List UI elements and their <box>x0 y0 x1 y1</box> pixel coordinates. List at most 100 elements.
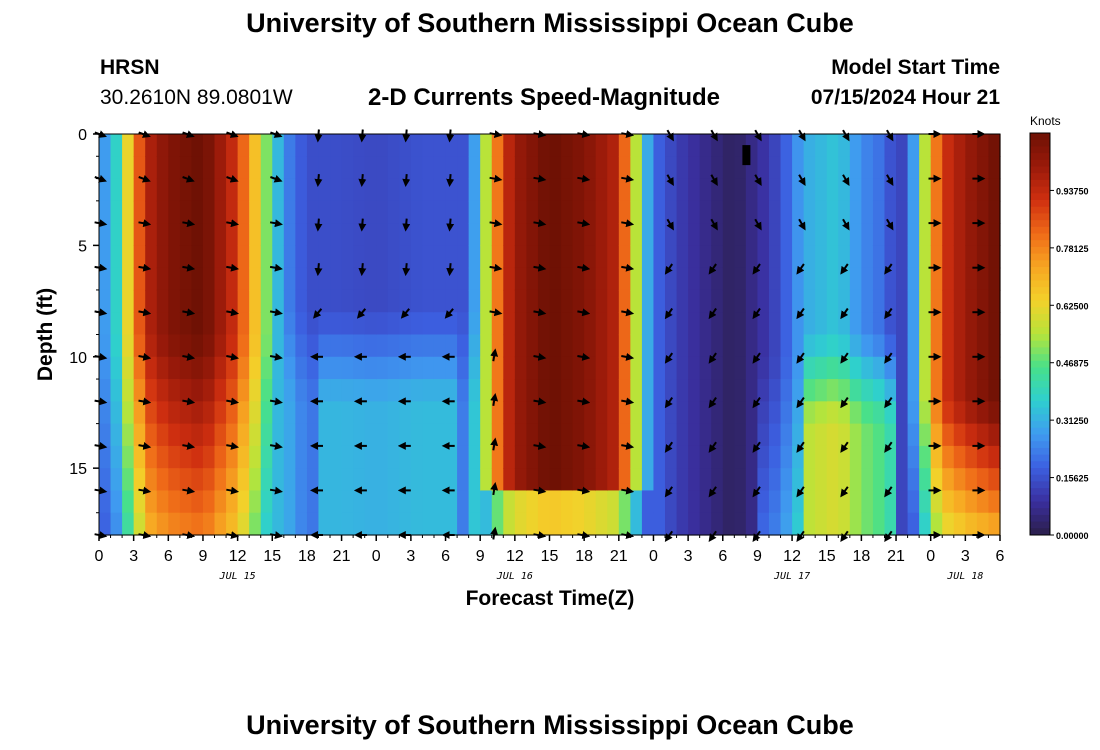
heatmap-cell <box>133 245 146 269</box>
heatmap-cell <box>202 490 216 514</box>
heatmap-cell <box>849 379 862 402</box>
heatmap-cell <box>861 200 874 224</box>
heatmap-cell <box>988 134 1001 157</box>
heatmap-cell <box>433 512 447 536</box>
heatmap-cell <box>480 445 493 469</box>
heatmap-cell <box>976 334 990 358</box>
current-vector-arrow <box>884 441 893 453</box>
heatmap-cell <box>688 156 701 180</box>
heatmap-cell <box>283 289 296 313</box>
heatmap-cell <box>99 334 112 358</box>
heatmap-cell <box>618 445 631 469</box>
heatmap-cell <box>341 200 354 224</box>
heatmap-cell <box>595 490 608 514</box>
heatmap-cell <box>191 334 204 358</box>
heatmap-cell <box>306 401 320 425</box>
heatmap-cell <box>283 312 296 336</box>
heatmap-cell <box>595 356 608 380</box>
heatmap-cell <box>295 334 308 358</box>
heatmap-cell <box>249 468 262 492</box>
colorbar-band <box>1030 501 1050 509</box>
heatmap-cell <box>711 267 724 291</box>
y-tick-label: 5 <box>78 238 87 255</box>
current-vector-arrow <box>796 307 805 320</box>
colorbar-band <box>1030 320 1050 328</box>
heatmap-cell <box>179 245 193 269</box>
heatmap-cell <box>688 289 701 313</box>
heatmap-cell <box>110 490 123 514</box>
heatmap-cell <box>480 156 493 180</box>
heatmap-cell <box>722 134 735 157</box>
heatmap-cell <box>849 423 862 447</box>
heatmap-cell <box>168 356 181 380</box>
colorbar-band <box>1030 280 1050 288</box>
heatmap-cell <box>237 156 250 180</box>
current-vector-arrow <box>621 486 635 495</box>
heatmap-cell <box>734 289 747 313</box>
heatmap-cell <box>249 267 262 291</box>
heatmap-cell <box>815 334 828 358</box>
heatmap-cell <box>133 223 146 246</box>
current-vector-arrow <box>708 263 717 275</box>
heatmap-cell <box>503 267 516 291</box>
heatmap-cell <box>965 289 978 313</box>
heatmap-cell <box>191 379 204 402</box>
heatmap-cell <box>630 356 643 380</box>
heatmap-cell <box>468 312 481 336</box>
colorbar-band <box>1030 220 1050 228</box>
heatmap-cell <box>376 445 389 469</box>
heatmap-cell <box>699 334 712 358</box>
heatmap-cell <box>376 423 389 447</box>
heatmap-cell <box>641 334 655 358</box>
heatmap-cell <box>353 445 366 469</box>
x-tick-label: 12 <box>506 548 524 565</box>
heatmap-cell <box>584 267 597 291</box>
heatmap-cell <box>457 245 470 269</box>
heatmap-cell <box>722 512 735 536</box>
heatmap-cell <box>468 468 481 492</box>
heatmap-cell <box>272 134 285 157</box>
heatmap-cell <box>468 512 481 536</box>
heatmap-cell <box>422 245 435 269</box>
heatmap-cell <box>237 134 250 157</box>
heatmap-cell <box>803 312 816 336</box>
heatmap-cell <box>838 401 851 425</box>
heatmap-cell <box>826 334 839 358</box>
heatmap-cell <box>930 312 943 336</box>
heatmap-cell <box>353 490 366 514</box>
heatmap-cell <box>156 512 169 536</box>
heatmap-cell <box>607 468 620 492</box>
heatmap-cell <box>353 245 366 269</box>
heatmap-cell <box>688 401 701 425</box>
heatmap-cell <box>260 267 273 291</box>
heatmap-cell <box>122 200 135 224</box>
heatmap-cell <box>191 267 204 291</box>
colorbar-tick-label: 0.46875 <box>1056 359 1089 369</box>
current-vector-arrow <box>754 174 762 186</box>
heatmap-cell <box>145 423 158 447</box>
heatmap-cell <box>988 423 1001 447</box>
heatmap-cell <box>734 490 747 514</box>
heatmap-cell <box>699 490 712 514</box>
heatmap-cell <box>930 401 943 425</box>
heatmap-cell <box>676 245 689 269</box>
current-vector-arrow <box>884 397 893 409</box>
x-tick-label: 6 <box>441 548 450 565</box>
heatmap-cell <box>260 379 273 402</box>
x-tick-label: 21 <box>887 548 905 565</box>
heatmap-cell <box>734 379 747 402</box>
current-vector-arrow <box>842 174 850 186</box>
current-vector-arrow <box>226 397 240 406</box>
current-vector-arrow <box>138 442 152 450</box>
heatmap-cell <box>364 379 377 402</box>
heatmap-cell <box>919 312 932 336</box>
heatmap-cell <box>110 445 123 469</box>
colorbar-band <box>1030 293 1050 301</box>
heatmap-cell <box>838 423 851 447</box>
heatmap-cell <box>214 312 227 336</box>
current-vector-arrow <box>840 307 849 320</box>
heatmap-cell <box>595 156 608 180</box>
heatmap-cell <box>249 401 262 425</box>
heatmap-cell <box>191 423 204 447</box>
heatmap-cell <box>561 200 574 224</box>
